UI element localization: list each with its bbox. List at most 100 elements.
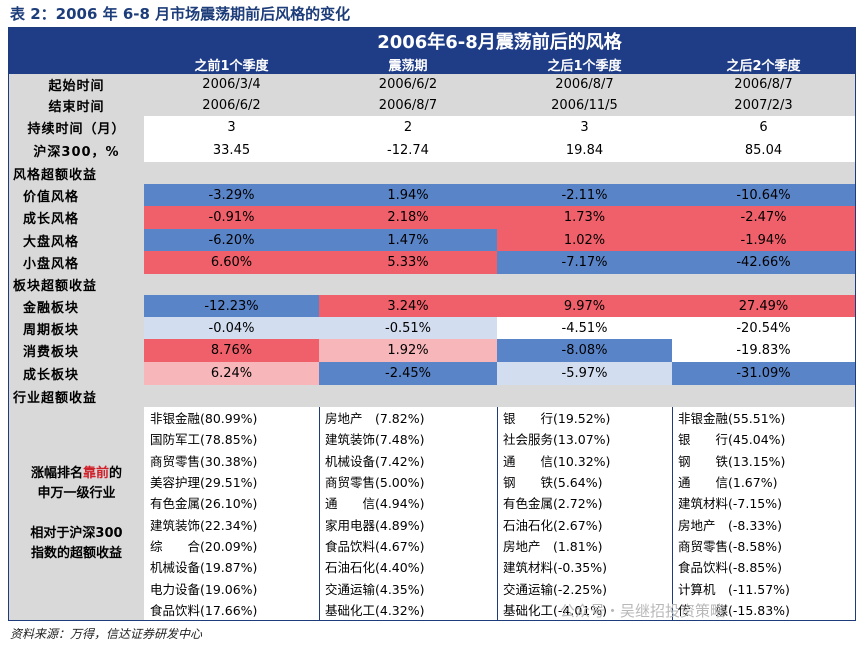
sector-section-row: 板块超额收益 <box>9 274 855 295</box>
side-label-line3: 相对于沪深300 <box>30 525 123 541</box>
industry-cell: 通 信(10.32%) <box>503 453 611 469</box>
industry-cell: 钢 铁(5.64%) <box>503 475 603 491</box>
start-time-row: 起始时间 2006/3/4 2006/6/2 2006/8/7 2006/8/7 <box>9 74 855 95</box>
industry-cell: 商贸零售(-8.58%) <box>678 538 782 554</box>
cell-value: 2006/11/5 <box>551 98 618 113</box>
style-row: 小盘风格 6.60% 5.33% -7.17% -42.66% <box>9 251 855 274</box>
industry-cell: 商贸零售(30.38%) <box>150 453 258 469</box>
industry-cell: 石油石化(2.67%) <box>503 517 603 533</box>
industry-cell: 房地产 (1.81%) <box>503 538 603 554</box>
hs300-row: 沪深300，% 33.45 -12.74 19.84 85.04 <box>9 139 855 162</box>
cell-value: -42.66% <box>672 251 855 274</box>
cell-value: 2006/6/2 <box>202 98 261 113</box>
duration-row: 持续时间（月） 3 2 3 6 <box>9 116 855 139</box>
industry-cell: 房地产 (-8.33%) <box>678 517 782 533</box>
side-label-line4: 指数的超额收益 <box>30 545 122 561</box>
industry-cell: 建筑装饰(7.48%) <box>325 432 425 448</box>
industry-cell: 钢 铁(13.15%) <box>678 453 786 469</box>
row-label: 结束时间 <box>48 100 105 115</box>
industry-row: 机械设备(19.87%) 石油石化(4.40%) 建筑材料(-0.35%) 食品饮料(… <box>9 556 855 577</box>
cell-value: 2006/8/7 <box>734 77 793 92</box>
cell-value: -0.04% <box>144 317 319 339</box>
industry-row: 国防军工(78.85%) 建筑装饰(7.48%) 社会服务(13.07%) 银 行(4… <box>9 428 855 449</box>
industry-row: 电力设备(19.06%) 交通运输(4.35%) 交通运输(-2.25%) 计算机 (… <box>9 577 855 598</box>
row-label: 大盘风格 <box>9 229 144 251</box>
industry-section-row: 行业超额收益 <box>9 385 855 407</box>
industry-cell: 美容护理(29.51%) <box>150 475 258 491</box>
industry-cell: 非银金融(80.99%) <box>150 411 258 427</box>
industry-row: 美容护理(29.51%) 商贸零售(5.00%) 钢 铁(5.64%) 通 信(1.6… <box>9 471 855 492</box>
cell-value: -8.08% <box>497 339 672 362</box>
cell-value: -20.54% <box>672 317 855 339</box>
industry-cell: 社会服务(13.07%) <box>503 432 611 448</box>
style-row: 价值风格 -3.29% 1.94% -2.11% -10.64% <box>9 184 855 206</box>
industry-cell: 银 行(45.04%) <box>678 432 786 448</box>
row-label: 起始时间 <box>48 79 105 94</box>
cell-value: -4.51% <box>497 317 672 339</box>
cell-value: -6.20% <box>144 229 319 251</box>
industry-cell: 建筑材料(-0.35%) <box>503 560 607 576</box>
style-row: 大盘风格 -6.20% 1.47% 1.02% -1.94% <box>9 229 855 251</box>
cell-value: 6 <box>759 120 768 135</box>
source-note: 资料来源：万得，信达证券研发中心 <box>10 627 203 641</box>
industry-cell: 机械设备(19.87%) <box>150 560 258 576</box>
row-label: 价值风格 <box>9 184 144 206</box>
cell-value: 27.49% <box>672 295 855 317</box>
industry-cell: 食品饮料(17.66%) <box>150 602 258 618</box>
industry-cell: 传 媒(-15.83%) <box>678 602 790 618</box>
industry-row: 综 合(20.09%) 食品饮料(4.67%) 房地产 (1.81%) 商贸零售(-8… <box>9 535 855 556</box>
industry-cell: 食品饮料(4.67%) <box>325 538 425 554</box>
industry-cell: 通 信(4.94%) <box>325 496 425 512</box>
row-label: 小盘风格 <box>9 251 144 274</box>
row-label: 金融板块 <box>9 295 144 317</box>
cell-value: 2.18% <box>319 206 497 229</box>
industry-cell: 房地产 (7.82%) <box>325 411 425 427</box>
industry-cell: 电力设备(19.06%) <box>150 581 258 597</box>
column-header: 之后2个季度 <box>726 58 801 74</box>
cell-value: 2007/2/3 <box>734 98 793 113</box>
industry-row: 建筑装饰(22.34%) 家用电器(4.89%) 石油石化(2.67%) 房地产 (-… <box>9 514 855 535</box>
industry-cell: 建筑装饰(22.34%) <box>150 517 258 533</box>
industry-cell: 计算机 (-11.57%) <box>678 581 790 597</box>
cell-value: 6.24% <box>144 362 319 385</box>
table-title-row: 2006年6-8月震荡前后的风格 <box>9 28 855 54</box>
column-divider <box>497 407 498 620</box>
end-time-row: 结束时间 2006/6/2 2006/8/7 2006/11/5 2007/2/… <box>9 95 855 116</box>
cell-value: 19.84 <box>565 143 604 158</box>
industry-row: 非银金融(80.99%) 房地产 (7.82%) 银 行(19.52%) 非银金融(5… <box>9 407 855 428</box>
cell-value: -1.94% <box>672 229 855 251</box>
industry-cell: 建筑材料(-7.15%) <box>678 496 782 512</box>
table-title: 2006年6-8月震荡前后的风格 <box>377 32 622 53</box>
watermark: 公众号・吴继招投资策略 <box>560 602 726 620</box>
industry-side-label: 涨幅排名靠前的 申万一级行业 相对于沪深300 指数的超额收益 <box>9 407 144 620</box>
cell-value: 1.94% <box>319 184 497 206</box>
column-header-row: 之前1个季度 震荡期 之后1个季度 之后2个季度 <box>9 54 855 74</box>
industry-cell: 机械设备(7.42%) <box>325 453 425 469</box>
cell-value: -2.45% <box>319 362 497 385</box>
cell-value: -12.23% <box>144 295 319 317</box>
cell-value: 2006/8/7 <box>378 98 438 113</box>
section-header: 行业超额收益 <box>9 385 855 407</box>
cell-value: -10.64% <box>672 184 855 206</box>
industry-cell: 综 合(20.09%) <box>150 538 258 554</box>
sector-row: 成长板块 6.24% -2.45% -5.97% -31.09% <box>9 362 855 385</box>
cell-value: -5.97% <box>497 362 672 385</box>
side-label-line1: 涨幅排名靠前的 <box>30 465 123 481</box>
industry-cell: 有色金属(26.10%) <box>150 496 258 512</box>
industry-row: 食品饮料(17.66%) 基础化工(4.32%) 基础化工(-4.01%) 传 媒(-… <box>9 599 855 620</box>
industry-cell: 银 行(19.52%) <box>503 411 611 427</box>
style-row: 成长风格 -0.91% 2.18% 1.73% -2.47% <box>9 206 855 229</box>
column-header: 震荡期 <box>388 58 428 74</box>
style-section-row: 风格超额收益 <box>9 162 855 184</box>
industry-cell: 非银金融(55.51%) <box>678 411 786 427</box>
cell-value: -0.51% <box>319 317 497 339</box>
industry-cell: 家用电器(4.89%) <box>325 517 425 533</box>
cell-value: 2 <box>403 120 413 135</box>
cell-value: -0.91% <box>144 206 319 229</box>
section-header: 板块超额收益 <box>9 274 855 295</box>
column-divider <box>672 407 673 620</box>
industry-cell: 石油石化(4.40%) <box>325 560 425 576</box>
cell-value: -2.11% <box>497 184 672 206</box>
cell-value: 8.76% <box>144 339 319 362</box>
header-blank <box>9 54 144 74</box>
